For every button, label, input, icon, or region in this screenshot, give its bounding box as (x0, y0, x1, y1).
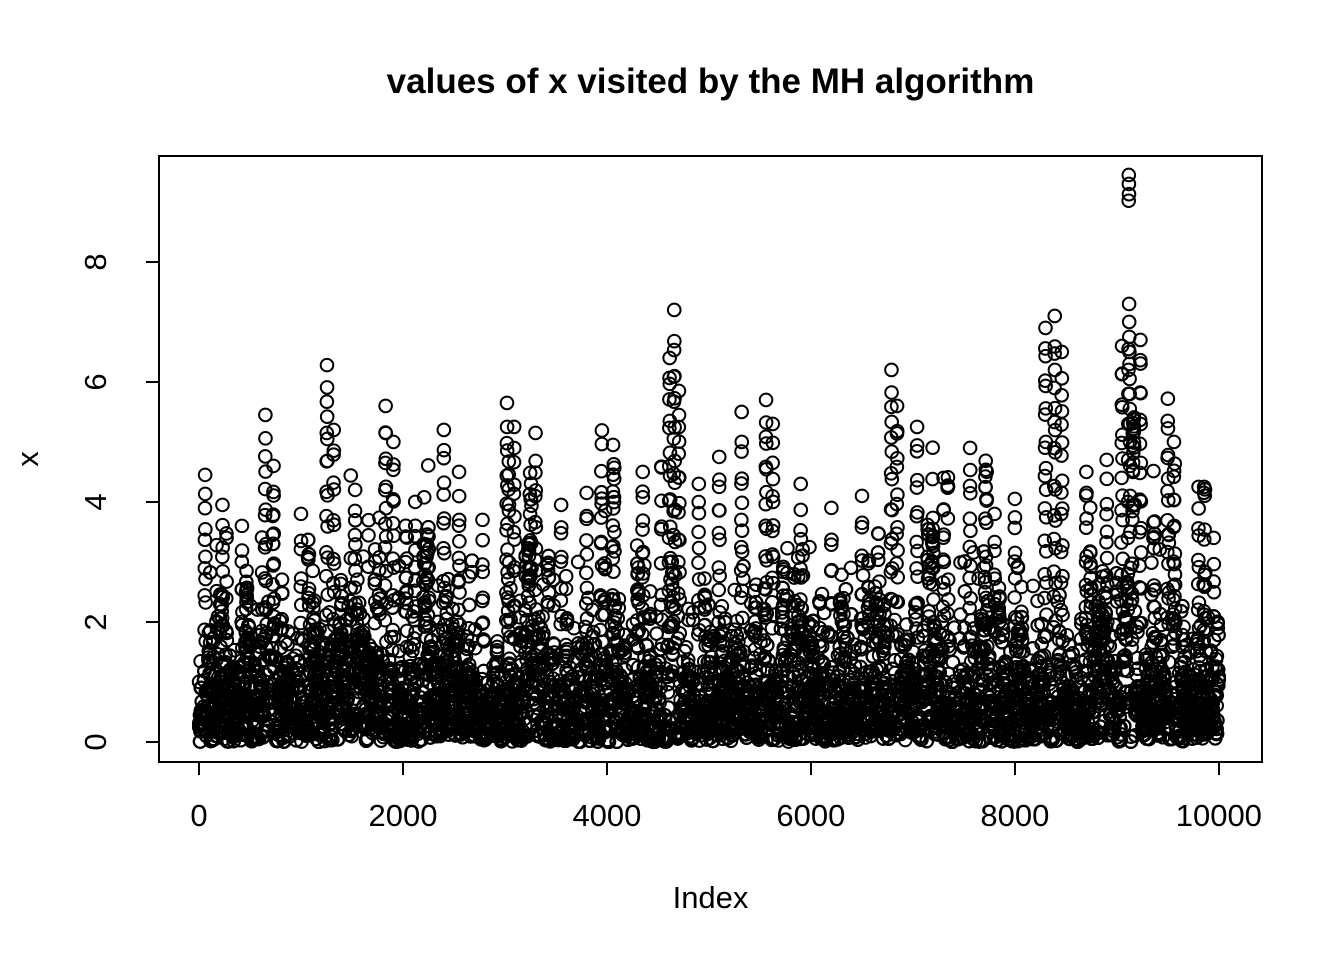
plot-area-border (158, 155, 1263, 763)
x-tick-mark (809, 763, 812, 775)
x-tick-mark (401, 763, 404, 775)
y-tick-label: 4 (78, 493, 113, 511)
x-tick-label: 10000 (1175, 798, 1262, 833)
y-tick-label: 8 (78, 253, 113, 271)
x-tick-mark (1013, 763, 1016, 775)
y-tick-mark (146, 620, 158, 623)
x-tick-mark (1217, 763, 1220, 775)
y-tick-mark (146, 260, 158, 263)
y-tick-label: 6 (78, 373, 113, 391)
y-tick-label: 0 (78, 733, 113, 751)
x-axis-label: Index (672, 880, 749, 915)
x-tick-label: 6000 (776, 798, 846, 833)
x-tick-label: 8000 (980, 798, 1050, 833)
y-axis-label: x (10, 451, 45, 467)
y-tick-mark (146, 740, 158, 743)
y-tick-mark (146, 380, 158, 383)
x-tick-mark (197, 763, 200, 775)
x-tick-label: 0 (190, 798, 208, 833)
x-tick-mark (605, 763, 608, 775)
x-tick-label: 2000 (368, 798, 438, 833)
y-tick-mark (146, 500, 158, 503)
y-tick-label: 2 (78, 613, 113, 631)
x-tick-label: 4000 (572, 798, 642, 833)
